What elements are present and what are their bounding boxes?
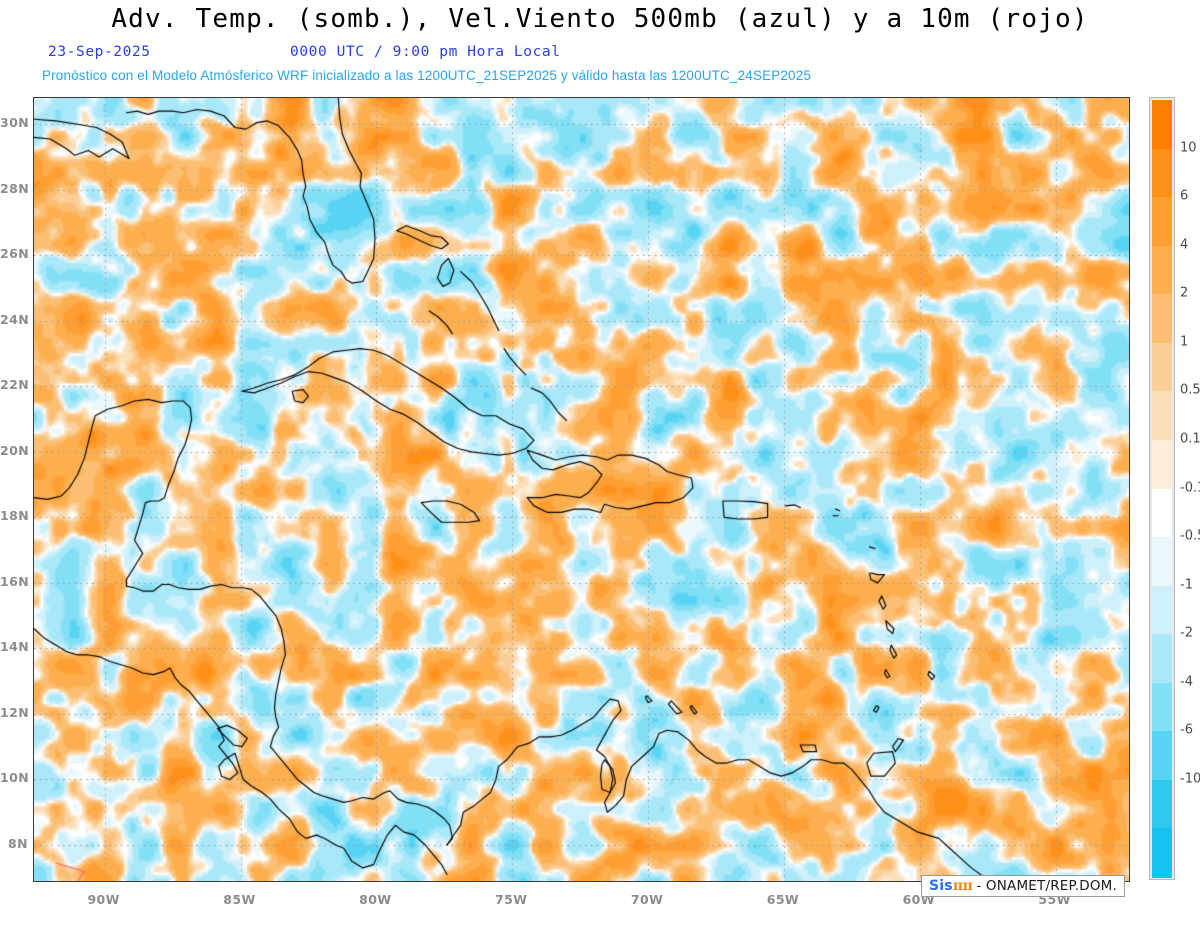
model-description: Pronóstico con el Modelo Atmósferico WRF… [42, 68, 812, 83]
map-frame[interactable] [33, 97, 1130, 882]
y-tick-30N: 30N [0, 115, 30, 131]
colorbar-band-0 [1152, 100, 1172, 150]
colorbar-tick-neg0_5: -0.5 [1180, 528, 1200, 544]
y-tick-14N: 14N [0, 639, 30, 655]
x-tick-70W: 70W [630, 892, 664, 907]
colorbar-band-1 [1152, 148, 1172, 198]
x-tick-75W: 75W [495, 892, 528, 907]
colorbar-tick-neg10: -10 [1180, 771, 1200, 787]
forecast-date: 23-Sep-2025 [48, 44, 151, 60]
y-tick-12N: 12N [0, 704, 30, 720]
logo-agency-text: - ONAMET/REP.DOM. [976, 878, 1118, 894]
colorbar-band-13 [1152, 731, 1172, 781]
colorbar-band-7 [1152, 439, 1172, 490]
weather-map-canvas[interactable] [34, 98, 1129, 881]
colorbar-tick-neg4: -4 [1180, 674, 1193, 690]
y-tick-16N: 16N [0, 573, 30, 589]
colorbar-band-15 [1152, 828, 1172, 878]
colorbar-tick-neg0_1: -0.1 [1180, 480, 1200, 495]
page-title: Adv. Temp. (somb.), Vel.Viento 500mb (az… [111, 4, 1089, 34]
x-tick-90W: 90W [87, 892, 120, 907]
colorbar-band-2 [1152, 197, 1172, 247]
colorbar-band-9 [1152, 537, 1172, 587]
colorbar-band-12 [1152, 682, 1172, 732]
forecast-cycle-time: 0000 UTC / 9:00 pm Hora Local [290, 44, 561, 60]
colorbar[interactable] [1149, 97, 1175, 880]
provider-logo: Sis ππ - ONAMET/REP.DOM. [921, 875, 1126, 897]
logo-sis-text: Sis [929, 878, 953, 894]
colorbar-tick-neg1: -1 [1180, 577, 1193, 593]
colorbar-band-8 [1152, 488, 1172, 538]
colorbar-tick-1: 1 [1180, 334, 1189, 350]
colorbar-band-5 [1152, 342, 1172, 392]
colorbar-band-3 [1152, 245, 1172, 295]
y-tick-28N: 28N [0, 180, 30, 196]
colorbar-band-10 [1152, 585, 1172, 635]
colorbar-tick-4: 4 [1180, 237, 1189, 253]
y-tick-26N: 26N [0, 246, 30, 262]
y-tick-10N: 10N [0, 770, 30, 786]
y-tick-8N: 8N [8, 835, 28, 851]
logo-pi-icon: ππ [952, 878, 973, 894]
colorbar-band-11 [1152, 634, 1172, 684]
subtitle-row: 23-Sep-2025 0000 UTC / 9:00 pm Hora Loca… [0, 44, 1200, 64]
x-tick-80W: 80W [359, 892, 392, 907]
colorbar-tick-0_5: 0.5 [1180, 382, 1200, 398]
x-tick-85W: 85W [223, 892, 256, 907]
y-tick-20N: 20N [0, 442, 30, 458]
colorbar-tick-10: 10 [1180, 140, 1197, 156]
colorbar-bands [1152, 100, 1172, 878]
colorbar-tick-neg6: -6 [1180, 722, 1193, 738]
colorbar-band-6 [1152, 391, 1172, 441]
colorbar-tick-0_1: 0.1 [1180, 431, 1200, 447]
colorbar-tick-neg2: -2 [1180, 625, 1193, 641]
colorbar-tick-6: 6 [1180, 188, 1189, 204]
x-tick-65W: 65W [766, 892, 800, 907]
colorbar-tick-2: 2 [1180, 285, 1189, 301]
colorbar-band-14 [1152, 779, 1172, 830]
y-tick-24N: 24N [0, 311, 30, 327]
y-tick-18N: 18N [0, 508, 30, 524]
y-tick-22N: 22N [0, 377, 30, 393]
header: Adv. Temp. (somb.), Vel.Viento 500mb (az… [0, 0, 1200, 95]
colorbar-band-4 [1152, 294, 1172, 344]
